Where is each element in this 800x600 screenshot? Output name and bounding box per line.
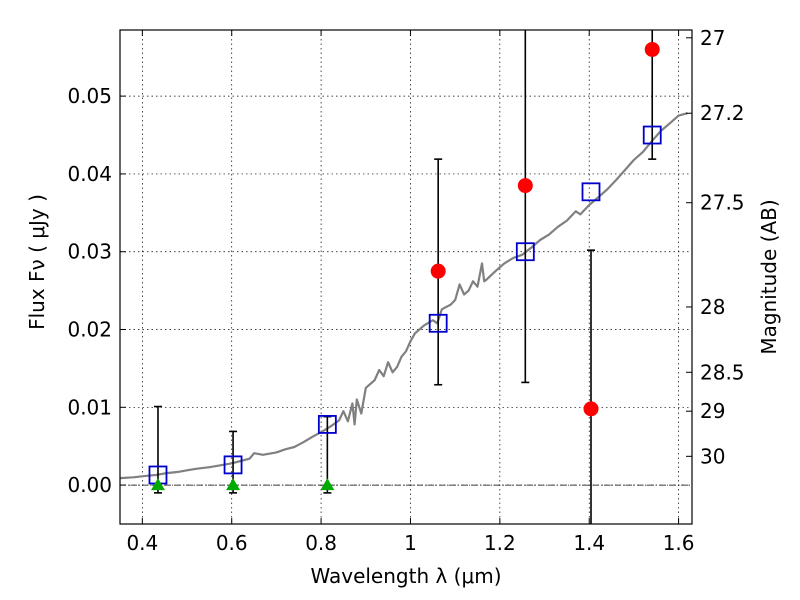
- y-axis-label: Flux Fν ( μJy ): [25, 194, 49, 330]
- model-flux-square: [581, 182, 601, 202]
- right-tick-label: 28: [700, 295, 725, 319]
- observed-flux-point: [517, 178, 533, 194]
- right-tick-label: 27: [700, 26, 725, 50]
- plot-area: [120, 30, 688, 524]
- upper-limit-triangle: [226, 478, 241, 491]
- right-tick-label: 28.5: [700, 360, 745, 384]
- x-tick-label: 0.8: [305, 531, 337, 555]
- y-tick-label: 0.01: [67, 395, 112, 419]
- model-flux-square: [317, 415, 337, 434]
- model-flux-square: [515, 242, 535, 262]
- right-axis-label: Magnitude (AB): [757, 199, 781, 354]
- x-tick-label: 0.6: [216, 531, 248, 555]
- observed-flux-point: [644, 41, 660, 57]
- x-tick-label: 1.2: [484, 531, 516, 555]
- x-tick-label: 1: [404, 531, 417, 555]
- series-group: [120, 112, 688, 480]
- y-tick-label: 0.04: [67, 162, 112, 186]
- x-axis-label: Wavelength λ (μm): [310, 564, 501, 588]
- y-tick-label: 0.03: [67, 240, 112, 264]
- model-spectrum-line: [120, 112, 688, 480]
- x-tick-label: 0.4: [126, 531, 158, 555]
- x-tick-label: 1.6: [663, 531, 695, 555]
- right-tick-label: 27.2: [700, 101, 745, 125]
- y-tick-label: 0.05: [67, 84, 112, 108]
- model-flux-square: [223, 455, 243, 475]
- axis-ticks: 0.4 0.6 0.8 1 1.2 1.4 1.6 0.00 0.01 0.02 0.03 0.04 0…: [67, 26, 744, 555]
- upper-limit-triangle: [320, 478, 335, 491]
- observed-flux-point: [583, 401, 599, 417]
- right-tick-label: 30: [700, 444, 725, 468]
- plot-frame: [119, 29, 693, 525]
- upper-limit-triangle: [150, 478, 165, 491]
- x-tick-label: 1.4: [573, 531, 605, 555]
- model-flux-square: [428, 313, 448, 333]
- observed-flux-point: [430, 263, 446, 279]
- y-tick-label: 0.00: [67, 473, 112, 497]
- y-tick-label: 0.02: [67, 318, 112, 342]
- right-tick-label: 27.5: [700, 191, 745, 215]
- right-tick-label: 29: [700, 399, 725, 423]
- model-flux-square: [642, 125, 662, 145]
- grid: [120, 30, 692, 524]
